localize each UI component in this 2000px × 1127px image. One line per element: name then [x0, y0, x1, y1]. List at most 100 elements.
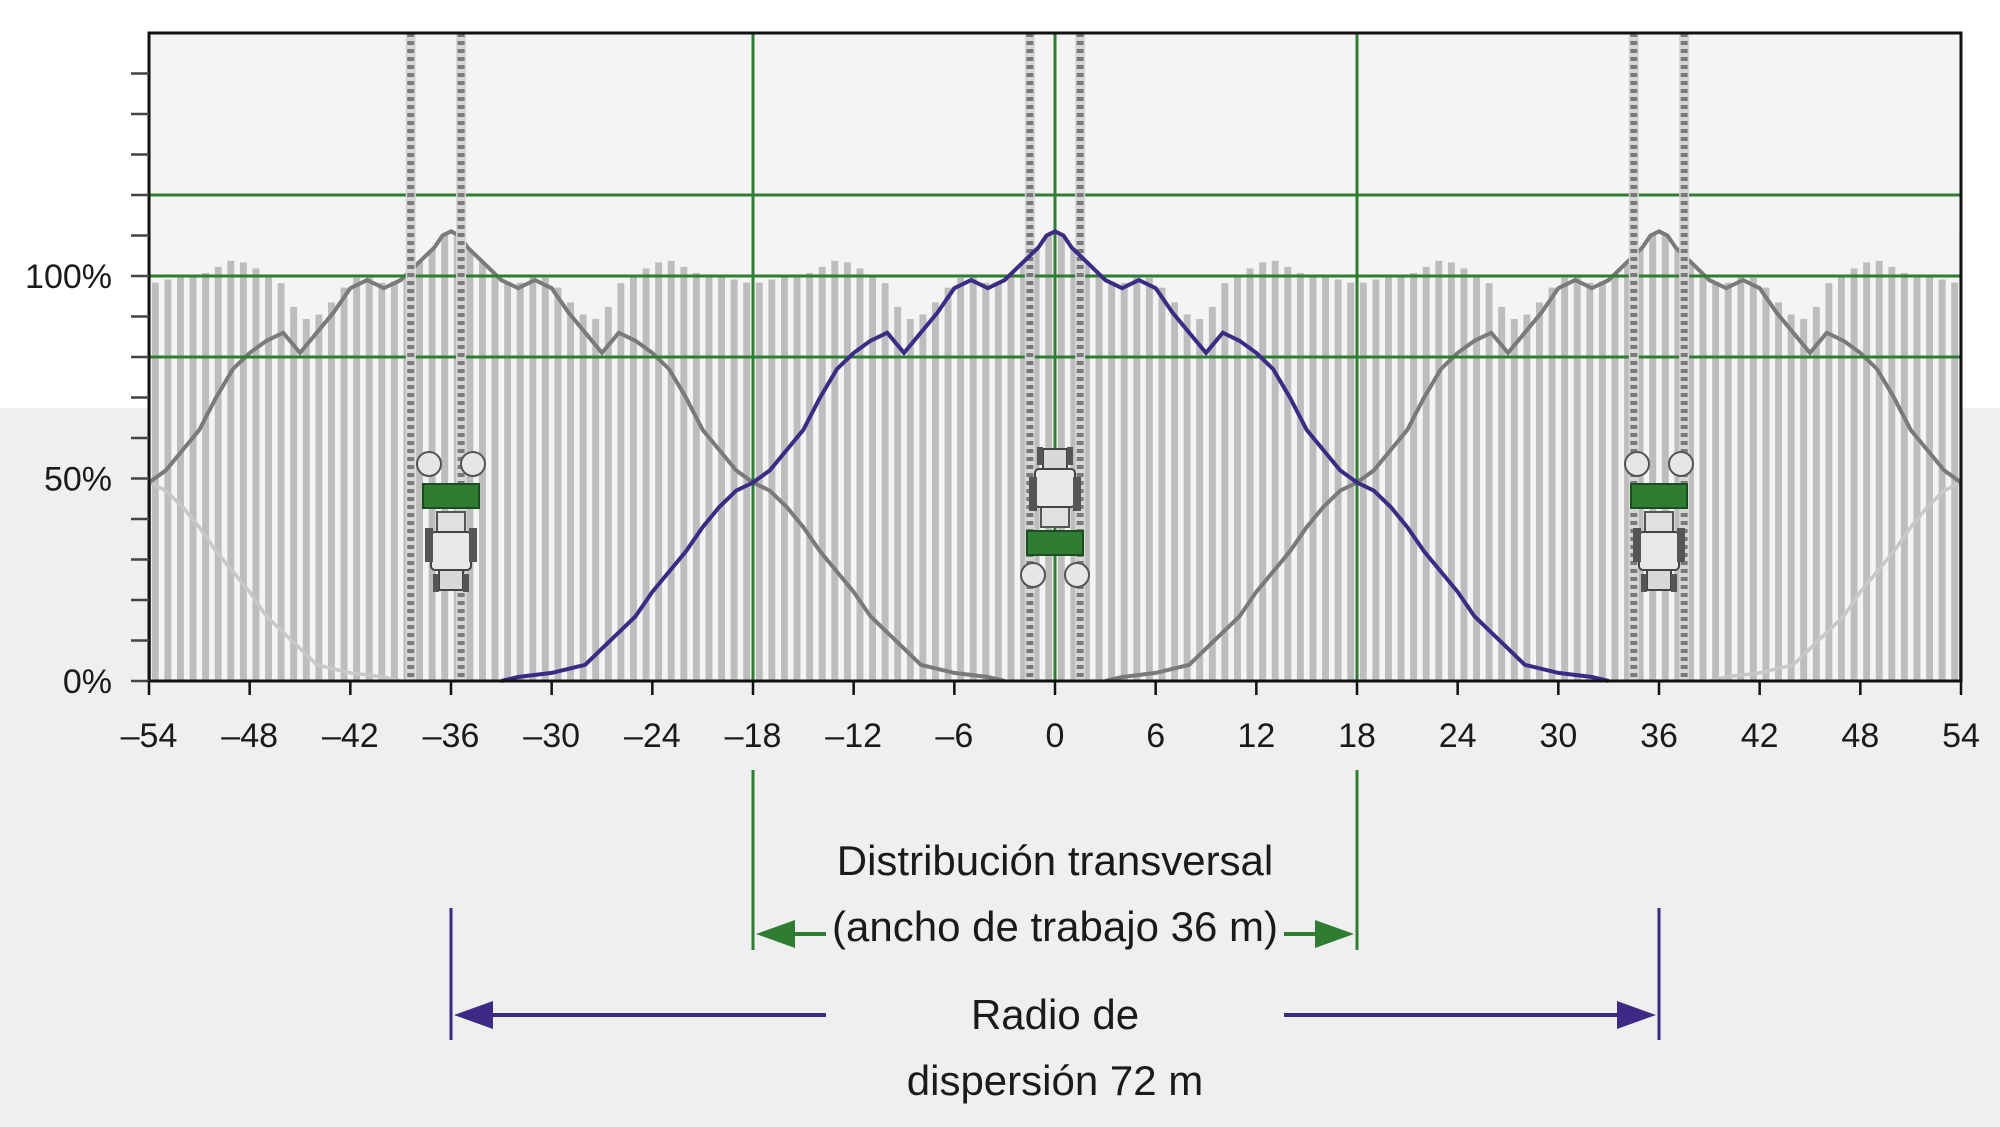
sum-bar	[176, 276, 184, 681]
sum-bar	[1850, 268, 1858, 681]
sum-bar	[1548, 287, 1556, 681]
sum-bar	[642, 268, 650, 681]
sum-bar	[541, 277, 549, 681]
main-spread-curve-path	[500, 229, 1610, 683]
hood-icon	[1042, 448, 1068, 470]
x-tick-label: 24	[1439, 717, 1477, 755]
linkage-icon	[436, 511, 466, 535]
x-tick-label: 42	[1741, 717, 1779, 755]
sum-bar	[1938, 279, 1946, 681]
sum-bar	[239, 262, 247, 681]
spreader-disc-icon	[1624, 451, 1650, 477]
rear-wheel-icon	[1073, 477, 1081, 511]
tractor-icon	[1020, 447, 1090, 588]
rear-wheel-icon	[1633, 528, 1641, 562]
sum-bar	[516, 282, 524, 681]
sum-bar	[1108, 281, 1116, 681]
sum-bar	[755, 282, 763, 681]
spread-radius-line1: Radio de	[970, 991, 1140, 1038]
sum-bar	[743, 282, 751, 681]
neighbor-curve	[1104, 229, 1961, 681]
sum-bar	[1812, 306, 1820, 681]
sum-bar	[1384, 276, 1392, 681]
sum-bar	[1913, 276, 1921, 681]
sum-bar	[1259, 262, 1267, 681]
sum-bar	[504, 281, 512, 681]
sum-bar	[378, 282, 386, 681]
sum-bar	[1095, 273, 1103, 681]
sum-bar	[340, 287, 348, 681]
sum-bar	[1447, 262, 1455, 681]
sum-bar	[780, 276, 788, 681]
axes: 0% 50% 100% –54 –48 –42 –36 –30 –24 –18 –12 –6 0 6 12 1…	[25, 31, 1980, 755]
sum-bar	[1498, 306, 1506, 681]
sum-bar	[1397, 276, 1405, 681]
sum-bar	[1221, 283, 1229, 681]
sum-bar	[982, 282, 990, 681]
x-tick-label: 18	[1338, 717, 1376, 755]
sum-bar	[894, 306, 902, 681]
neighbor-curve	[149, 229, 1006, 681]
sum-bar	[617, 283, 625, 681]
x-tick-label: 54	[1942, 717, 1980, 755]
sum-bar	[843, 262, 851, 681]
sum-bar	[919, 314, 927, 681]
sum-bar	[793, 276, 801, 681]
sum-bar	[994, 281, 1002, 681]
sum-bar	[214, 266, 222, 681]
sum-bar	[1271, 260, 1279, 681]
sum-bar	[315, 314, 323, 681]
rear-wheel-icon	[1029, 477, 1037, 511]
sum-bar	[856, 268, 864, 681]
sum-bar	[1196, 319, 1204, 681]
sum-bar	[1787, 314, 1795, 681]
sum-bar	[277, 283, 285, 681]
main-spread-curve	[500, 229, 1610, 683]
arrowhead-right-icon	[1315, 920, 1354, 948]
x-tick-label: 48	[1841, 717, 1879, 755]
linkage-icon	[1644, 511, 1674, 535]
sum-bar	[957, 277, 965, 681]
x-tick-label: 0	[1046, 717, 1065, 755]
front-wheel-icon	[1037, 447, 1043, 465]
spreader-disc-icon	[460, 451, 486, 477]
sum-bar	[290, 306, 298, 681]
x-tick-label: –36	[423, 717, 480, 755]
sum-bar	[1208, 306, 1216, 681]
sum-bar	[567, 302, 575, 681]
sum-bar	[705, 276, 713, 681]
sum-bar	[604, 306, 612, 681]
sum-bar	[390, 281, 398, 681]
sum-bar	[1649, 234, 1657, 682]
sum-bar	[491, 273, 499, 681]
spread-radius-line2: dispersión 72 m	[906, 1057, 1204, 1104]
sum-bar	[1284, 266, 1292, 681]
sum-bar	[1598, 281, 1606, 681]
cab-icon	[1638, 531, 1680, 571]
sum-bar	[1800, 319, 1808, 681]
y-tick-label: 50%	[44, 461, 112, 499]
tractors	[416, 447, 1694, 592]
sum-bar	[579, 314, 587, 681]
cab-icon	[1034, 468, 1076, 508]
sum-bar	[655, 262, 663, 681]
sum-bar	[1070, 249, 1078, 682]
sum-bar	[931, 302, 939, 681]
outer-curves	[149, 231, 1961, 681]
x-tick-label: 36	[1640, 717, 1678, 755]
sum-bar	[969, 275, 977, 681]
sum-bar	[1133, 275, 1141, 681]
sum-bar	[1900, 272, 1908, 681]
hood-icon	[1646, 569, 1672, 591]
x-tick-label: 30	[1539, 717, 1577, 755]
sum-bar	[1120, 282, 1128, 681]
dimension-markers	[449, 770, 1661, 1040]
sum-bar	[1863, 262, 1871, 681]
rear-wheel-icon	[469, 528, 477, 562]
x-tick-label: –42	[322, 717, 379, 755]
sum-bar	[1951, 282, 1959, 681]
sum-bar	[1724, 282, 1732, 681]
sum-bar	[1322, 276, 1330, 681]
sum-bar	[692, 272, 700, 681]
sum-bar	[1007, 273, 1015, 681]
